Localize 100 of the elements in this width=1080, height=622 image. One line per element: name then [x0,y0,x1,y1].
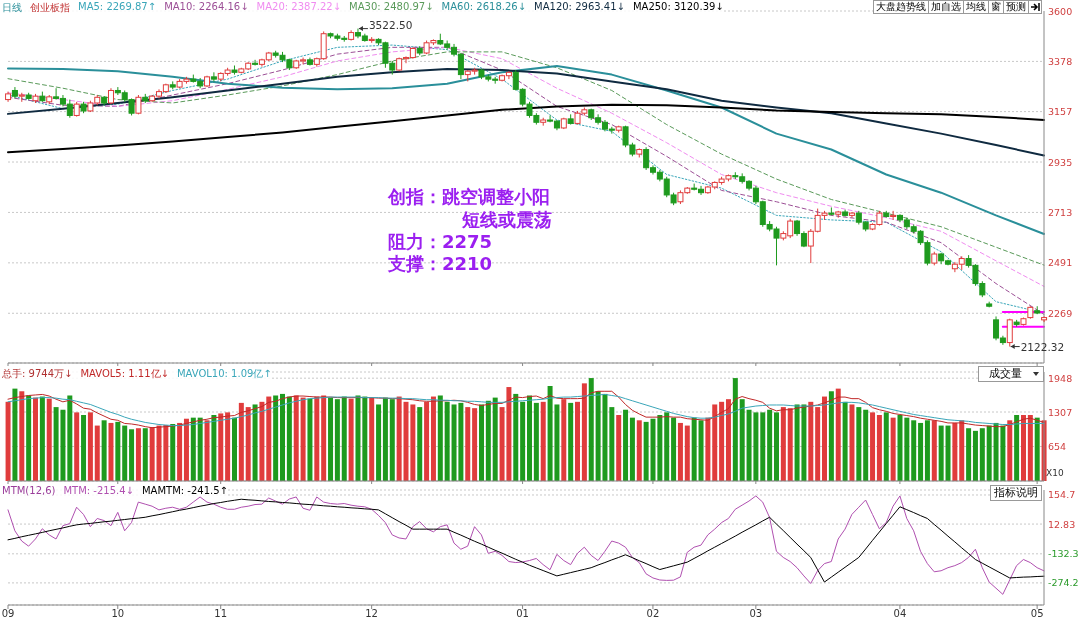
bar [87,412,93,481]
bar [568,402,574,481]
bar [979,428,985,481]
bar [26,395,32,481]
bar [1027,415,1033,481]
bar [424,401,430,481]
bar [986,425,992,481]
bar [815,407,821,481]
bar [849,404,855,481]
bar [12,388,18,481]
bar [897,415,903,481]
bar [808,401,814,481]
bar [321,395,327,481]
bar [149,427,155,481]
bar [382,397,388,481]
bar [472,408,478,481]
bar [273,395,279,481]
button: 指标说明 [990,485,1042,501]
bar [561,399,567,481]
bar [870,412,876,481]
bar [780,407,786,481]
bar [293,395,299,481]
bar [485,400,491,481]
bar [94,425,100,481]
bar [924,420,930,481]
bar [465,407,471,481]
y-tick-label: -274.2 [1048,577,1079,589]
x-tick-label: 05 [1030,608,1044,619]
bar [39,396,45,481]
bar [67,395,73,481]
bar [616,415,622,481]
x-tick-label: 03 [749,608,763,619]
bar [890,417,896,481]
bar [170,423,176,481]
bar [300,397,306,481]
x-tick-label: 09 [1,608,15,619]
bar [369,397,375,481]
bar [183,418,189,481]
bar [355,395,361,481]
bar [739,399,745,481]
bar [575,401,581,481]
bar [629,417,635,481]
candlestick [890,210,897,221]
bar [691,417,697,481]
bar [341,396,347,481]
bar [5,401,11,481]
bar [108,422,114,481]
bar [492,397,498,481]
x-tick-label: 04 [893,608,907,619]
bar [883,412,889,481]
button: 加自选 [928,0,964,14]
bar [725,399,731,481]
bar [1034,417,1040,481]
bar [952,422,958,481]
bar [842,401,848,481]
button: 窗 [988,0,1004,14]
bar [225,412,231,481]
bar [211,415,217,481]
bar [773,412,779,481]
bar [218,413,224,481]
chart-title: 创业板指 [30,1,70,15]
bar [46,398,52,481]
bar [238,402,244,481]
bar [972,430,978,481]
text: MAVOL5: 1.11亿↓ [80,367,169,381]
bar [286,396,292,481]
candlestick [210,71,217,82]
bar [328,397,334,481]
y-tick-label: 3378 [1048,55,1073,67]
bar [540,401,546,481]
annotation: 创指：跳空调整小阳 [388,186,550,208]
bar [623,409,629,481]
candlestick [1006,318,1013,348]
bar [966,428,972,481]
x-tick-label: 10 [111,608,125,619]
bar [520,401,526,481]
annotation: 阻力：2275 [388,231,493,253]
annotation: 支撑：2210 [388,253,493,275]
bar [1014,415,1020,481]
text: MAVOL10: 1.09亿↑ [176,367,272,381]
bar [959,420,965,481]
text: MA5: 2269.87↑ [78,1,157,14]
y-tick-label: -132.3 [1048,548,1079,560]
bar [122,425,128,481]
bar [19,391,25,481]
bar [1007,420,1013,481]
bar [252,404,258,481]
text: MA30: 2480.97↓ [349,1,434,14]
bar [876,415,882,481]
bar [314,396,320,481]
candlestick [252,59,259,66]
text: MA10: 2264.16↓ [164,1,249,14]
bar [856,407,862,481]
bar [828,391,834,481]
chart-title: MTM(12,6) [2,485,56,496]
text: MA120: 2963.41↓ [534,1,625,14]
bar [115,421,121,481]
bar [677,422,683,481]
bar [767,409,773,481]
y-tick-label: 2491 [1048,257,1073,269]
